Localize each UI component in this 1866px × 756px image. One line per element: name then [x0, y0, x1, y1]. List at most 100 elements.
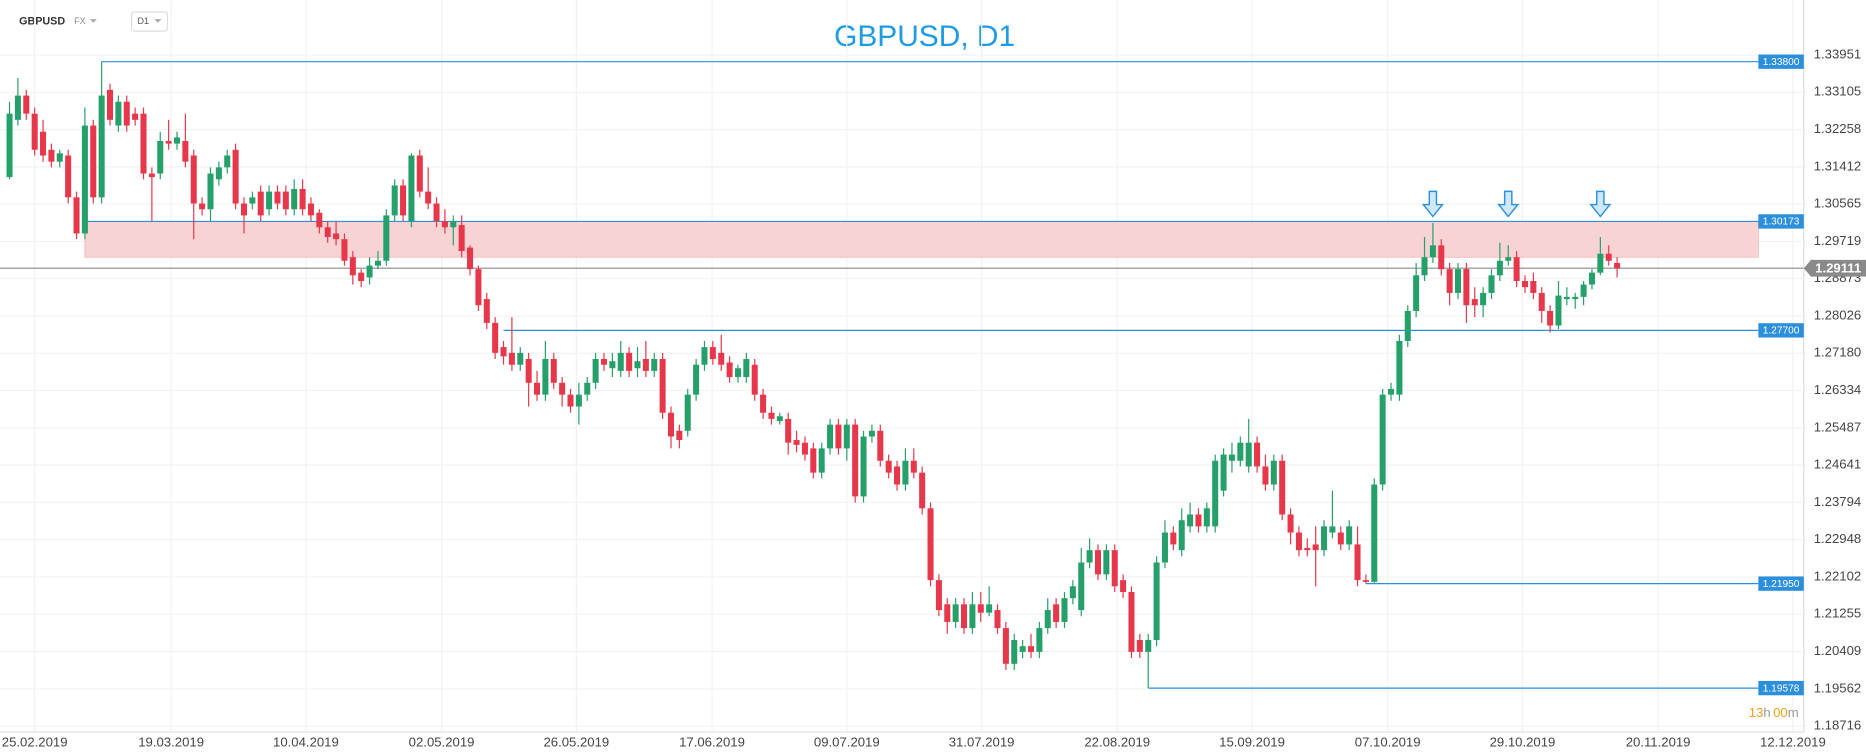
- candle-body: [450, 221, 457, 228]
- y-tick-label: 1.31412: [1814, 158, 1862, 173]
- level-label: 1.33800: [1763, 57, 1800, 68]
- candle-body: [1011, 640, 1018, 664]
- candle-body: [333, 233, 340, 240]
- candle-body: [467, 247, 474, 270]
- candle-body: [316, 212, 323, 228]
- candle-body: [341, 239, 348, 261]
- x-tick-label: 02.05.2019: [409, 734, 475, 749]
- candle-body: [868, 430, 875, 437]
- candle-body: [433, 203, 440, 222]
- x-tick-label: 22.08.2019: [1084, 734, 1150, 749]
- candle-body: [299, 188, 306, 210]
- candle-body: [1488, 275, 1495, 293]
- candle-body: [626, 352, 633, 371]
- candle-body: [1262, 466, 1269, 485]
- x-tick-label: 10.04.2019: [273, 734, 339, 749]
- candle-body: [944, 604, 951, 622]
- candle-body: [1547, 310, 1554, 326]
- countdown-minutes: 00: [1773, 706, 1788, 721]
- y-tick-label: 1.20409: [1814, 643, 1862, 658]
- candle-body: [517, 352, 524, 365]
- candle-body: [165, 140, 172, 144]
- candle-body: [709, 347, 716, 359]
- candle-body: [617, 352, 624, 371]
- candle-body: [441, 221, 448, 228]
- candle-body: [1572, 296, 1579, 300]
- market[interactable]: FX: [74, 16, 85, 26]
- candle-body: [115, 101, 122, 126]
- y-tick-label: 1.33951: [1814, 46, 1862, 61]
- candle-body: [266, 191, 273, 210]
- y-tick-label: 1.23794: [1814, 494, 1862, 509]
- candle-body: [1002, 628, 1009, 664]
- candle-body: [1027, 646, 1035, 652]
- candle-body: [1279, 460, 1286, 515]
- candle-body: [835, 424, 842, 449]
- candle-body: [609, 361, 616, 369]
- timeframe-select[interactable]: [130, 11, 169, 32]
- candle-body: [1463, 269, 1470, 306]
- candle-body: [1203, 508, 1210, 527]
- candle-body: [282, 191, 289, 210]
- candle-body: [726, 362, 733, 378]
- candle-body: [718, 352, 725, 365]
- candle-body: [207, 173, 214, 210]
- candle-body: [785, 418, 792, 443]
- candle-body: [358, 272, 365, 282]
- candle-body: [1388, 388, 1395, 395]
- candle-body: [40, 131, 47, 156]
- candle-body: [1421, 257, 1428, 276]
- candle-body: [525, 358, 532, 383]
- symbol: GBPUSD: [19, 15, 65, 27]
- candle-body: [1588, 272, 1595, 285]
- candle-body: [1346, 526, 1353, 545]
- candle-body: [1513, 257, 1520, 282]
- candle-body: [1605, 253, 1612, 261]
- timeframe-dropdown-icon[interactable]: [154, 19, 162, 23]
- candle-body: [1580, 284, 1587, 297]
- candle-body: [977, 604, 984, 613]
- candle-body: [1245, 442, 1252, 467]
- candle-body: [676, 430, 683, 441]
- candle-body: [550, 358, 557, 383]
- candle-body: [760, 394, 767, 413]
- candle-body: [148, 173, 155, 178]
- candle-body: [425, 191, 432, 204]
- candle-body: [492, 322, 499, 353]
- candle-body: [961, 604, 968, 629]
- candle-body: [1212, 460, 1219, 527]
- candle-body: [1094, 550, 1102, 575]
- candle-body: [1329, 526, 1336, 533]
- countdown-m: m: [1788, 706, 1799, 721]
- market-dropdown-icon[interactable]: [89, 19, 97, 23]
- countdown-hours: 13: [1749, 706, 1764, 721]
- candle-body: [400, 185, 407, 216]
- level-label: 1.19578: [1763, 683, 1800, 694]
- candle-body: [1128, 591, 1135, 652]
- y-tick-label: 1.27180: [1814, 345, 1862, 360]
- y-tick-label: 1.22948: [1814, 531, 1862, 546]
- candle-body: [827, 424, 834, 449]
- candle-body: [1103, 550, 1110, 575]
- candle-body: [1563, 296, 1570, 300]
- zone-rect: [84, 221, 1759, 258]
- timeframe[interactable]: D1: [138, 16, 149, 26]
- candle-body: [307, 203, 314, 216]
- candle-body: [475, 269, 482, 306]
- labels: 1.33951 1.33105 1.32258 1.31412 1.30565 1.297…: [2, 46, 1866, 749]
- candle-body: [1530, 281, 1537, 293]
- candle-body: [634, 361, 641, 369]
- y-tick-label: 1.19562: [1814, 680, 1862, 695]
- candle-body: [132, 113, 139, 120]
- candle-body: [1086, 550, 1093, 563]
- levels: [0, 61, 1804, 689]
- candle-body: [1446, 269, 1453, 293]
- candle-body: [1304, 547, 1311, 551]
- x-tick-label: 25.02.2019: [2, 734, 68, 749]
- candle-body: [240, 203, 247, 216]
- candle-body: [818, 448, 825, 473]
- candle-body: [1538, 292, 1545, 311]
- candle-body: [567, 394, 574, 407]
- candle-body: [1521, 281, 1529, 288]
- candle-body: [667, 412, 674, 437]
